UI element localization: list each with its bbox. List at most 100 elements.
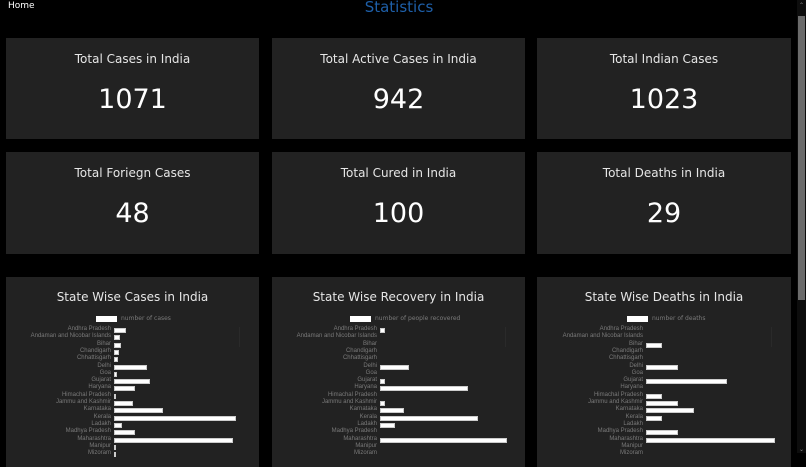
bar[interactable] <box>646 379 727 385</box>
stat-label: Total Cases in India <box>74 52 191 66</box>
bar[interactable] <box>114 371 117 377</box>
category-label: Manipur <box>89 442 111 449</box>
plot-gridline <box>646 327 772 347</box>
bar[interactable] <box>380 415 478 421</box>
category-label: Jammu and Kashmir <box>587 399 643 405</box>
bar[interactable] <box>114 444 116 450</box>
category-label: Maharashtra <box>77 435 111 442</box>
chart-legend: number of deaths <box>627 315 705 322</box>
bar[interactable] <box>114 408 163 414</box>
chart-title: State Wise Recovery in India <box>312 290 485 304</box>
bar-row: Goa <box>6 369 259 378</box>
bar[interactable] <box>646 430 679 436</box>
bar[interactable] <box>114 401 133 406</box>
bar[interactable] <box>114 386 135 392</box>
category-label: Maharashtra <box>609 435 643 442</box>
bar[interactable] <box>114 328 127 333</box>
category-label: Chandigarh <box>345 347 377 354</box>
category-label: Mizoram <box>353 450 377 457</box>
bar[interactable] <box>380 422 395 428</box>
bar-row: Chandigarh <box>537 348 791 356</box>
bar[interactable] <box>646 393 663 399</box>
bar[interactable] <box>114 422 122 428</box>
bar-row: Karnataka <box>537 406 791 414</box>
bar[interactable] <box>380 408 405 414</box>
bar[interactable] <box>114 342 121 348</box>
bar-row: Andhra Pradesh <box>272 326 525 334</box>
bar-row: Andaman and Nicobar Islands <box>537 333 791 341</box>
bar[interactable] <box>646 415 663 421</box>
bar-row: Chhattisgarh <box>6 355 259 363</box>
bar-row: Gujarat <box>6 377 259 385</box>
bar[interactable] <box>114 430 135 436</box>
category-label: Goa <box>631 369 643 376</box>
stat-card-deaths: Total Deaths in India 29 <box>537 152 791 254</box>
bar[interactable] <box>380 386 468 392</box>
category-label: Madhya Pradesh <box>65 428 111 435</box>
bar[interactable] <box>380 364 410 370</box>
chart-state-recovery: State Wise Recovery in India number of p… <box>272 277 525 467</box>
bar-row: Madhya Pradesh <box>6 428 259 436</box>
legend-swatch <box>627 315 648 322</box>
bar-row: Goa <box>537 369 791 378</box>
bar-row: Bihar <box>272 340 525 349</box>
bar[interactable] <box>380 437 507 443</box>
scroll-down-arrow-icon[interactable]: ⌄ <box>798 446 805 453</box>
bar[interactable] <box>114 379 151 385</box>
plot-gridline <box>114 327 240 347</box>
bar[interactable] <box>380 328 385 333</box>
stat-value: 942 <box>372 84 425 115</box>
chart-legend: number of cases <box>96 315 171 322</box>
category-label: Goa <box>99 369 111 376</box>
bar-row: Himachal Pradesh <box>6 392 259 400</box>
bar-row: Chandigarh <box>6 347 259 356</box>
scrollbar-thumb[interactable] <box>798 16 805 300</box>
bar[interactable] <box>380 379 385 385</box>
category-label: Delhi <box>363 362 377 369</box>
stat-value: 1071 <box>98 84 167 115</box>
bar[interactable] <box>114 335 121 341</box>
bar[interactable] <box>646 437 775 443</box>
bar[interactable] <box>646 401 679 406</box>
bar[interactable] <box>114 349 119 355</box>
scroll-up-arrow-icon[interactable]: ⌃ <box>798 2 805 9</box>
bar[interactable] <box>646 408 695 414</box>
bar[interactable] <box>646 342 663 348</box>
bar[interactable] <box>114 437 234 443</box>
bar-row: Himachal Pradesh <box>272 392 525 400</box>
bar-row: Madhya Pradesh <box>537 428 791 436</box>
category-label: Himachal Pradesh <box>593 391 643 398</box>
plot-gridline <box>380 327 506 347</box>
bar-row: Maharashtra <box>537 435 791 444</box>
category-label: Manipur <box>355 442 377 449</box>
bar[interactable] <box>114 357 119 363</box>
bar-row: Kerala <box>6 414 259 422</box>
bar-row: Chhattisgarh <box>537 355 791 363</box>
category-label: Andhra Pradesh <box>599 326 643 332</box>
category-label: Gujarat <box>91 377 111 384</box>
bar-row: Mizoram <box>537 450 791 458</box>
category-label: Jammu and Kashmir <box>321 399 377 405</box>
bar-row: Haryana <box>537 384 791 392</box>
bar-row: Haryana <box>6 384 259 392</box>
bar[interactable] <box>114 415 236 421</box>
category-label: Chandigarh <box>79 347 111 354</box>
bar[interactable] <box>114 364 147 370</box>
vertical-scrollbar[interactable]: ⌃ ⌄ <box>797 0 806 453</box>
bar[interactable] <box>646 364 679 370</box>
category-label: Bihar <box>362 340 377 347</box>
bar-row: Haryana <box>272 384 525 392</box>
bar[interactable] <box>114 393 116 399</box>
bar-row: Jammu and Kashmir <box>272 399 525 407</box>
category-label: Mizoram <box>87 450 111 457</box>
bar-row: Gujarat <box>537 377 791 385</box>
home-link[interactable]: Home <box>8 1 35 11</box>
bar-row: Ladakh <box>537 421 791 429</box>
bar-row: Andhra Pradesh <box>537 326 791 334</box>
category-label: Delhi <box>97 362 111 369</box>
category-label: Bihar <box>96 340 111 347</box>
category-label: Maharashtra <box>343 435 377 442</box>
category-label: Madhya Pradesh <box>597 428 643 435</box>
bar[interactable] <box>380 401 385 406</box>
category-label: Karnataka <box>349 406 377 413</box>
